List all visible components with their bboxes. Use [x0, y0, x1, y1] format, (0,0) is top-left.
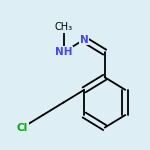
Text: Cl: Cl — [17, 123, 28, 133]
Text: N: N — [80, 34, 88, 45]
Text: NH: NH — [55, 47, 72, 57]
Text: CH₃: CH₃ — [54, 22, 73, 32]
